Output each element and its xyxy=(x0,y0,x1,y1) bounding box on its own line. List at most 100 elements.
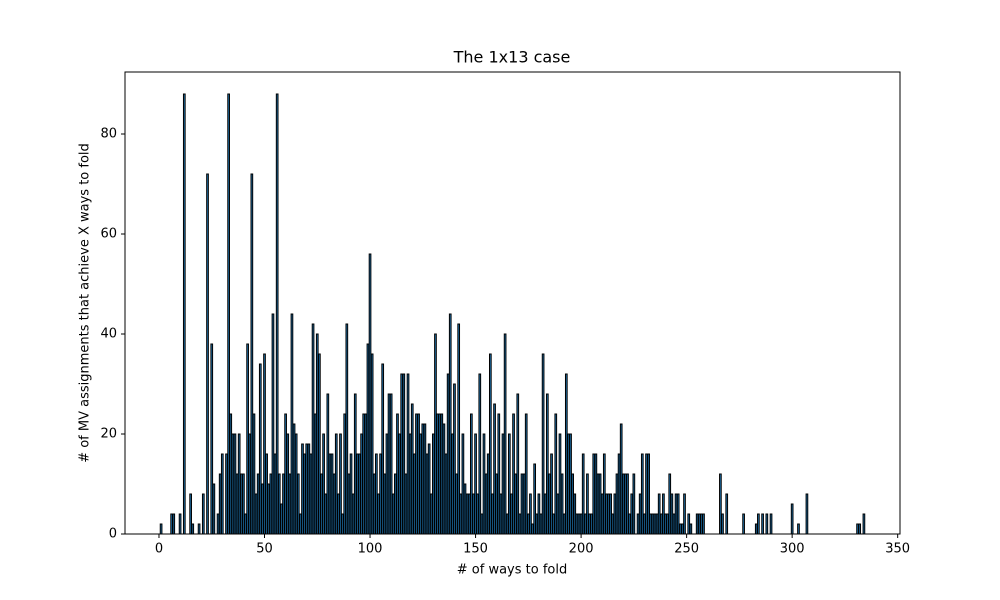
bar xyxy=(201,493,205,535)
bar xyxy=(518,513,522,535)
bar xyxy=(545,393,549,535)
bar xyxy=(862,513,866,535)
bar xyxy=(611,513,615,535)
chart-title: The 1x13 case xyxy=(453,48,571,67)
bar xyxy=(387,393,391,535)
bar xyxy=(700,513,703,535)
axes-frame xyxy=(124,71,901,535)
bar xyxy=(514,473,518,535)
bar xyxy=(562,513,566,535)
bar xyxy=(567,433,570,535)
bar xyxy=(678,523,682,535)
bar xyxy=(571,473,574,535)
bar xyxy=(248,433,252,535)
bar xyxy=(605,493,608,535)
bar xyxy=(581,453,585,535)
bar xyxy=(421,423,425,535)
bars xyxy=(159,93,866,535)
bar xyxy=(469,413,473,535)
bar xyxy=(440,413,444,535)
x-tick-label: 200 xyxy=(569,542,594,557)
bar xyxy=(702,513,705,535)
bar xyxy=(457,323,461,535)
bar xyxy=(159,523,163,535)
bar xyxy=(672,513,676,535)
bar xyxy=(299,513,302,535)
bar xyxy=(263,353,266,535)
bar xyxy=(250,173,254,535)
bar xyxy=(617,453,621,535)
bar xyxy=(602,453,606,535)
bar xyxy=(681,523,684,535)
y-axis-label: # of MV assignments that achieve X ways … xyxy=(78,143,93,463)
bar xyxy=(360,433,363,535)
bar xyxy=(353,393,357,535)
bar xyxy=(212,483,216,535)
bar xyxy=(389,393,393,535)
bar xyxy=(189,493,192,535)
bar xyxy=(229,413,233,535)
bar xyxy=(442,423,446,535)
bar xyxy=(218,473,222,535)
bar xyxy=(588,513,591,535)
bar xyxy=(330,453,334,535)
bar xyxy=(269,473,273,535)
bar xyxy=(676,493,680,535)
bar xyxy=(719,473,722,535)
bar xyxy=(265,453,268,535)
bar xyxy=(294,433,298,535)
bar xyxy=(619,423,623,535)
bar xyxy=(311,323,315,535)
bar xyxy=(383,473,387,535)
bar xyxy=(370,353,374,535)
bar xyxy=(322,433,325,535)
bar xyxy=(309,453,313,535)
bar xyxy=(505,513,509,535)
bar xyxy=(448,313,452,535)
bar xyxy=(805,493,809,535)
bar xyxy=(227,93,230,535)
bar xyxy=(491,493,494,535)
bar xyxy=(556,493,560,535)
bar xyxy=(666,513,669,535)
bar xyxy=(444,453,448,535)
bar xyxy=(410,403,414,535)
bar xyxy=(797,523,800,535)
bar xyxy=(554,413,558,535)
bar xyxy=(653,513,657,535)
bar xyxy=(507,433,511,535)
bar xyxy=(761,513,764,535)
bar xyxy=(436,413,439,535)
bar xyxy=(288,473,292,535)
bar xyxy=(372,473,376,535)
bar xyxy=(235,473,239,535)
bar xyxy=(231,433,235,535)
bar xyxy=(233,433,237,535)
bar xyxy=(368,253,372,535)
bar xyxy=(427,443,431,535)
bar xyxy=(482,433,486,535)
bar xyxy=(391,493,395,535)
bar xyxy=(531,523,534,535)
bar xyxy=(577,513,581,535)
bar xyxy=(337,493,340,535)
bar xyxy=(237,433,241,535)
y-tick-label: 40 xyxy=(100,327,117,342)
bar xyxy=(465,493,469,535)
bar xyxy=(497,413,501,535)
bar xyxy=(315,333,319,535)
bar xyxy=(446,373,450,535)
y-tick-label: 20 xyxy=(100,427,117,442)
bar xyxy=(328,453,332,535)
bar xyxy=(655,513,659,535)
bar xyxy=(503,333,507,535)
bar xyxy=(261,483,264,535)
y-tick-label: 80 xyxy=(100,127,117,142)
bar xyxy=(647,453,650,535)
bar xyxy=(467,493,471,535)
bar xyxy=(484,473,488,535)
bar xyxy=(516,393,520,535)
bar xyxy=(172,513,176,535)
bar xyxy=(630,493,634,535)
